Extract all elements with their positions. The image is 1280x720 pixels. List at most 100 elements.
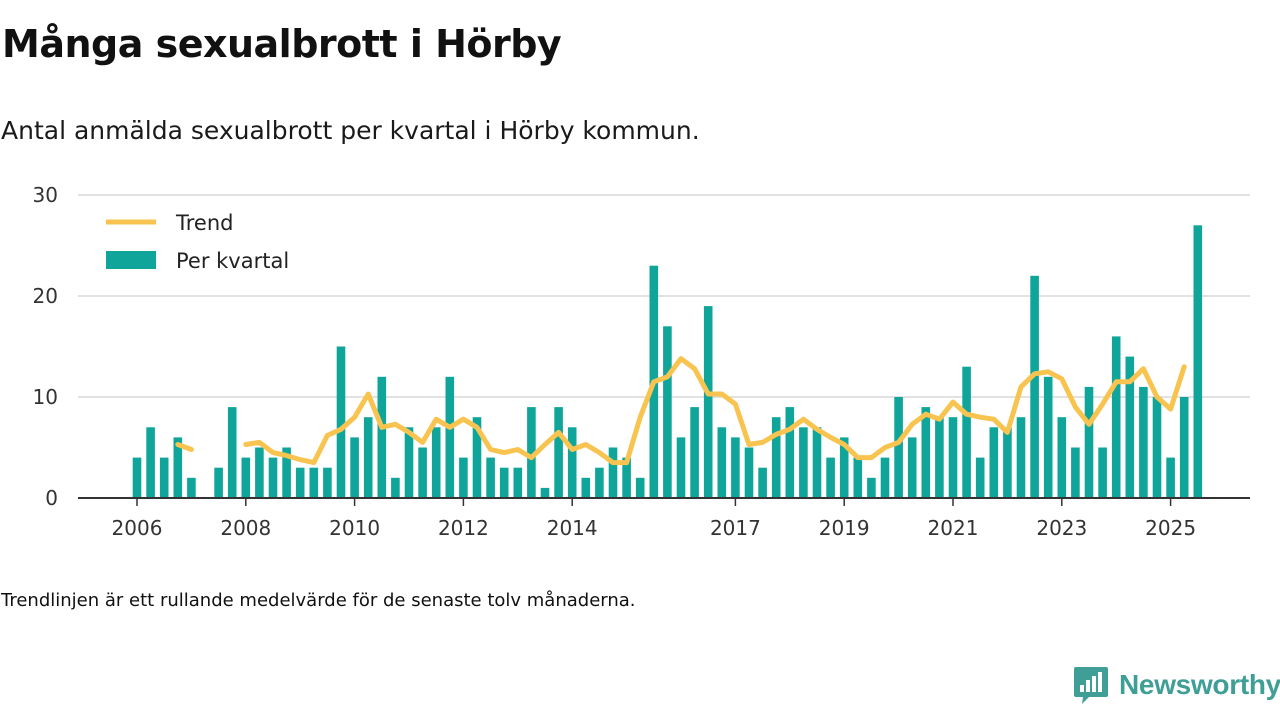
bar — [1043, 376, 1053, 498]
bar — [826, 457, 835, 498]
bar — [268, 457, 278, 498]
bar — [867, 477, 876, 498]
x-tick-label: 2012 — [438, 516, 489, 540]
bar — [472, 417, 482, 498]
footnote: Trendlinjen är ett rullande medelvärde f… — [1, 590, 636, 611]
bar — [567, 427, 577, 498]
bar — [1125, 356, 1135, 498]
chart-subtitle: Antal anmälda sexualbrott per kvartal i … — [1, 116, 700, 145]
trend-line — [175, 442, 194, 452]
bar — [812, 427, 822, 498]
bar — [309, 467, 319, 498]
bar — [608, 447, 618, 498]
bar — [159, 457, 169, 498]
bar — [771, 417, 781, 498]
bar — [173, 437, 183, 498]
bar — [785, 407, 795, 498]
x-tick-label: 2019 — [819, 516, 870, 540]
legend-bar-label: Per kvartal — [176, 249, 289, 273]
axes: 0 10 20 30 2006 2008 2010 2012 2014 2017 2019 2021 2… — [33, 183, 1250, 540]
bar — [744, 447, 754, 498]
y-tick-label: 20 — [33, 284, 58, 308]
bar — [295, 467, 305, 498]
bar — [1166, 457, 1175, 498]
y-tick-label: 0 — [45, 486, 58, 510]
bar — [255, 447, 264, 498]
bar — [1111, 336, 1121, 498]
bar — [418, 447, 427, 498]
brand-logo[interactable]: Newsworthy — [1073, 665, 1280, 705]
bar — [595, 467, 604, 498]
bar — [581, 477, 591, 498]
bar — [554, 407, 563, 498]
bar — [1084, 386, 1094, 498]
bar — [948, 417, 958, 498]
bar — [880, 457, 890, 498]
trend-series — [175, 356, 1187, 466]
bar — [323, 467, 332, 498]
trend-line — [243, 356, 1187, 466]
bar — [227, 407, 237, 498]
x-tick-label: 2017 — [710, 516, 761, 540]
bar — [717, 427, 727, 498]
legend-bar-swatch — [106, 251, 156, 269]
bar — [676, 437, 686, 498]
bar — [431, 427, 441, 498]
bar — [363, 417, 373, 498]
bar — [935, 417, 944, 498]
bar — [703, 306, 713, 498]
bar — [622, 457, 631, 498]
bar — [391, 477, 400, 498]
x-tick-label: 2010 — [329, 516, 380, 540]
bar — [799, 427, 808, 498]
bar — [146, 427, 155, 498]
bar — [1193, 225, 1203, 499]
bar-line-chart: 0 10 20 30 2006 2008 2010 2012 2014 2017 2019 2021 2… — [33, 183, 1250, 540]
bar — [540, 487, 550, 498]
bar — [513, 467, 523, 498]
bar — [132, 457, 142, 498]
bar — [1057, 417, 1067, 498]
bar — [1152, 397, 1162, 498]
x-tick-label: 2008 — [220, 516, 271, 540]
bar-series — [132, 225, 1203, 499]
bar — [853, 457, 863, 498]
bar — [1003, 427, 1012, 498]
bar — [187, 477, 196, 498]
bar — [486, 457, 495, 498]
newsworthy-logo-icon — [1074, 667, 1108, 704]
bar — [1030, 275, 1039, 498]
bar — [459, 457, 468, 498]
x-tick-label: 2025 — [1145, 516, 1196, 540]
x-tick-label: 2021 — [928, 516, 979, 540]
bar — [499, 467, 509, 498]
bar — [1098, 447, 1107, 498]
bar — [445, 376, 455, 498]
bar — [975, 457, 985, 498]
bar — [690, 407, 699, 498]
legend: Trend Per kvartal — [106, 211, 289, 273]
y-tick-label: 30 — [33, 183, 58, 207]
x-tick-label: 2023 — [1036, 516, 1087, 540]
bar — [921, 407, 931, 498]
bar — [989, 427, 999, 498]
bar — [635, 477, 645, 498]
bar — [1139, 386, 1148, 498]
x-tick-label: 2006 — [112, 516, 163, 540]
bar — [336, 346, 346, 498]
bar — [731, 437, 740, 498]
bar — [241, 457, 251, 498]
bar — [907, 437, 917, 498]
legend-trend-label: Trend — [175, 211, 233, 235]
chart-title: Många sexualbrott i Hörby — [2, 22, 562, 66]
bar — [758, 467, 767, 498]
bar — [377, 376, 387, 498]
bar — [214, 467, 223, 498]
bar — [1179, 397, 1189, 498]
bar — [1071, 447, 1080, 498]
bar — [839, 437, 849, 498]
x-tick-label: 2014 — [547, 516, 598, 540]
bar — [663, 326, 672, 498]
bar — [1016, 417, 1026, 498]
bar — [404, 427, 414, 498]
